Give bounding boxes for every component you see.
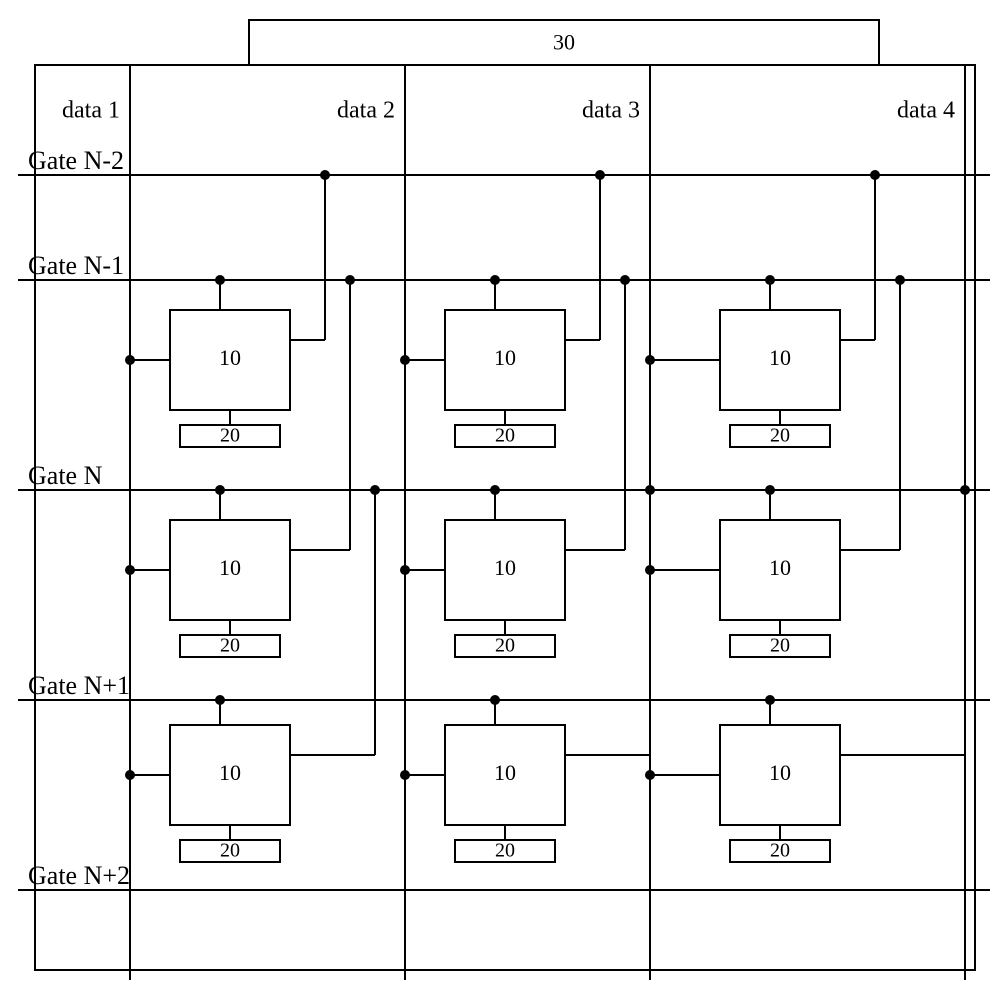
- data-label-d4: data 4: [897, 98, 955, 124]
- cell-r2-c1-dot-left: [400, 770, 410, 780]
- cell-r0-c2-dot-right: [870, 170, 880, 180]
- cell-r0-c2-dot-left: [645, 355, 655, 365]
- cell-r0-c0-dot-right: [320, 170, 330, 180]
- gate-label-gNm1: Gate N-1: [28, 251, 124, 280]
- cell-r0-c0-dot-left: [125, 355, 135, 365]
- cell-r1-c2-label20: 20: [770, 635, 790, 657]
- cell-r0-c2-label10: 10: [769, 345, 791, 370]
- cell-r0-c1-dot-left: [400, 355, 410, 365]
- cell-r2-c0-dot-left: [125, 770, 135, 780]
- data-label-d2: data 2: [337, 98, 395, 124]
- cell-r1-c0-label10: 10: [219, 555, 241, 580]
- cell-r2-c2-dot-right: [960, 485, 970, 495]
- gate-label-gNp2: Gate N+2: [28, 861, 130, 890]
- cell-r0-c1-dot-top: [490, 275, 500, 285]
- cell-r1-c1-label20: 20: [495, 635, 515, 657]
- cell-r1-c1-dot-top: [490, 485, 500, 495]
- cell-r1-c2-label10: 10: [769, 555, 791, 580]
- cell-r1-c2-dot-right: [895, 275, 905, 285]
- cell-r0-c2-dot-top: [765, 275, 775, 285]
- cell-r1-c0-dot-right: [345, 275, 355, 285]
- cell-r2-c0-label10: 10: [219, 760, 241, 785]
- cell-r0-c1-dot-right: [595, 170, 605, 180]
- cell-r2-c2-label10: 10: [769, 760, 791, 785]
- cell-r0-c0-label20: 20: [220, 425, 240, 447]
- gate-label-gNp1: Gate N+1: [28, 671, 130, 700]
- cell-r1-c0-label20: 20: [220, 635, 240, 657]
- cell-r2-c1-dot-top: [490, 695, 500, 705]
- cell-r2-c1-label20: 20: [495, 840, 515, 862]
- cell-r2-c0-dot-right: [370, 485, 380, 495]
- cell-r1-c1-dot-left: [400, 565, 410, 575]
- cell-r1-c2-dot-top: [765, 485, 775, 495]
- cell-r1-c1-dot-right: [620, 275, 630, 285]
- cell-r0-c2-label20: 20: [770, 425, 790, 447]
- cell-r1-c0-dot-left: [125, 565, 135, 575]
- cell-r2-c2-dot-left: [645, 770, 655, 780]
- cell-r2-c1-dot-right: [645, 485, 655, 495]
- cell-r0-c0-dot-top: [215, 275, 225, 285]
- data-label-d1: data 1: [62, 98, 120, 124]
- gate-label-gNm2: Gate N-2: [28, 146, 124, 175]
- cell-r2-c0-label20: 20: [220, 840, 240, 862]
- cell-r0-c0-label10: 10: [219, 345, 241, 370]
- cell-r1-c0-dot-top: [215, 485, 225, 495]
- cell-r0-c1-label10: 10: [494, 345, 516, 370]
- cell-r2-c2-label20: 20: [770, 840, 790, 862]
- cell-r2-c1-label10: 10: [494, 760, 516, 785]
- gate-label-gN: Gate N: [28, 461, 103, 490]
- data-label-d3: data 3: [582, 98, 640, 124]
- cell-r2-c0-dot-top: [215, 695, 225, 705]
- top-box-label: 30: [553, 30, 575, 55]
- cell-r1-c1-label10: 10: [494, 555, 516, 580]
- cell-r0-c1-label20: 20: [495, 425, 515, 447]
- cell-r2-c2-dot-top: [765, 695, 775, 705]
